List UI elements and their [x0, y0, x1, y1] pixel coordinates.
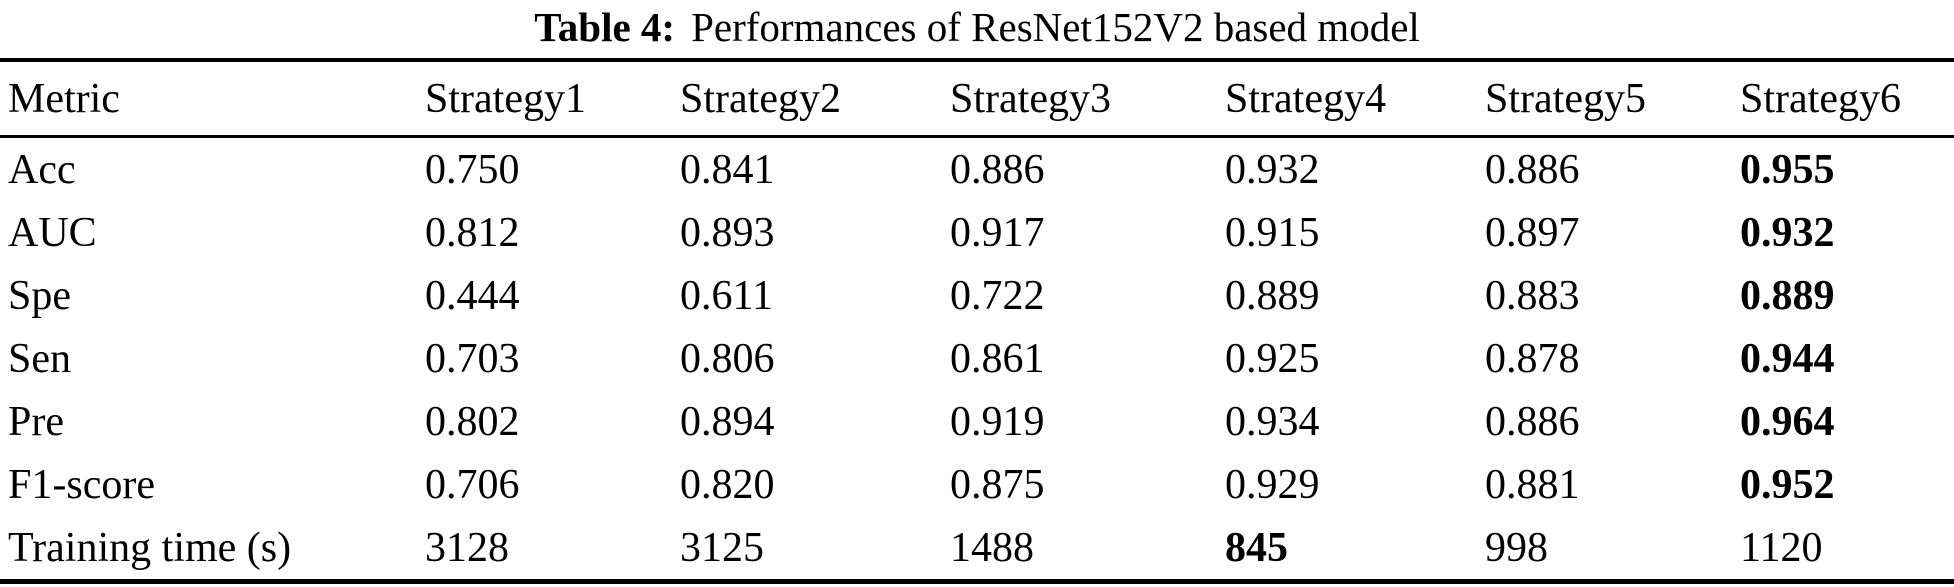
metric-label-sen: Sen: [8, 335, 71, 382]
metric-label-pre: Pre: [8, 398, 64, 445]
performance-table: Metric Strategy1 Strategy2 Strategy3 Str…: [0, 58, 1954, 584]
cell-pre-strategy6: 0.964: [1740, 398, 1835, 445]
cell-time-strategy4: 845: [1225, 524, 1288, 571]
cell-sen-strategy2: 0.806: [680, 335, 775, 382]
table-caption-label: Table 4:: [534, 4, 676, 50]
header-strategy6: Strategy6: [1740, 60, 1954, 138]
metric-label-auc: AUC: [8, 209, 97, 256]
cell-sen-strategy6: 0.944: [1740, 335, 1835, 382]
cell-auc-strategy2: 0.893: [680, 209, 775, 256]
cell-f1-strategy6: 0.952: [1740, 461, 1835, 508]
cell-f1-strategy3: 0.875: [950, 461, 1045, 508]
cell-spe-strategy1: 0.444: [425, 272, 520, 319]
table-row-sen: Sen 0.703 0.806 0.861 0.925 0.878 0.944: [0, 327, 1954, 390]
header-strategy3: Strategy3: [950, 60, 1225, 138]
table-row-f1-score: F1-score 0.706 0.820 0.875 0.929 0.881 0…: [0, 453, 1954, 516]
cell-f1-strategy4: 0.929: [1225, 461, 1320, 508]
cell-auc-strategy3: 0.917: [950, 209, 1045, 256]
cell-acc-strategy1: 0.750: [425, 146, 520, 193]
table-row-pre: Pre 0.802 0.894 0.919 0.934 0.886 0.964: [0, 390, 1954, 453]
cell-f1-strategy5: 0.881: [1485, 461, 1580, 508]
cell-time-strategy1: 3128: [425, 524, 509, 571]
cell-acc-strategy5: 0.886: [1485, 146, 1580, 193]
cell-pre-strategy3: 0.919: [950, 398, 1045, 445]
cell-pre-strategy1: 0.802: [425, 398, 520, 445]
cell-time-strategy3: 1488: [950, 524, 1034, 571]
header-strategy1: Strategy1: [425, 60, 680, 138]
cell-pre-strategy5: 0.886: [1485, 398, 1580, 445]
cell-pre-strategy2: 0.894: [680, 398, 775, 445]
cell-sen-strategy3: 0.861: [950, 335, 1045, 382]
cell-spe-strategy2: 0.611: [680, 272, 773, 319]
header-metric: Metric: [0, 60, 425, 138]
header-strategy2: Strategy2: [680, 60, 950, 138]
cell-auc-strategy5: 0.897: [1485, 209, 1580, 256]
cell-spe-strategy4: 0.889: [1225, 272, 1320, 319]
cell-f1-strategy1: 0.706: [425, 461, 520, 508]
cell-time-strategy5: 998: [1485, 524, 1548, 571]
cell-sen-strategy4: 0.925: [1225, 335, 1320, 382]
metric-label-spe: Spe: [8, 272, 71, 319]
metric-label-training-time: Training time (s): [8, 524, 292, 571]
cell-sen-strategy5: 0.878: [1485, 335, 1580, 382]
header-strategy5: Strategy5: [1485, 60, 1740, 138]
table-row-training-time: Training time (s) 3128 3125 1488 845 998…: [0, 516, 1954, 582]
cell-spe-strategy6: 0.889: [1740, 272, 1835, 319]
header-row: Metric Strategy1 Strategy2 Strategy3 Str…: [0, 60, 1954, 138]
cell-sen-strategy1: 0.703: [425, 335, 520, 382]
cell-pre-strategy4: 0.934: [1225, 398, 1320, 445]
table-row-spe: Spe 0.444 0.611 0.722 0.889 0.883 0.889: [0, 264, 1954, 327]
table-caption-text: Performances of ResNet152V2 based model: [691, 4, 1420, 50]
cell-auc-strategy4: 0.915: [1225, 209, 1320, 256]
metric-label-f1-score: F1-score: [8, 461, 155, 508]
cell-auc-strategy6: 0.932: [1740, 209, 1835, 256]
cell-auc-strategy1: 0.812: [425, 209, 520, 256]
cell-acc-strategy3: 0.886: [950, 146, 1045, 193]
cell-spe-strategy3: 0.722: [950, 272, 1045, 319]
cell-time-strategy6: 1120: [1740, 524, 1823, 571]
header-strategy4: Strategy4: [1225, 60, 1485, 138]
cell-acc-strategy6: 0.955: [1740, 146, 1835, 193]
cell-f1-strategy2: 0.820: [680, 461, 775, 508]
table-row-acc: Acc 0.750 0.841 0.886 0.932 0.886 0.955: [0, 137, 1954, 202]
metric-label-acc: Acc: [8, 146, 76, 193]
cell-acc-strategy2: 0.841: [680, 146, 775, 193]
table-row-auc: AUC 0.812 0.893 0.917 0.915 0.897 0.932: [0, 201, 1954, 264]
cell-time-strategy2: 3125: [680, 524, 764, 571]
table-caption: Table 4: Performances of ResNet152V2 base…: [0, 0, 1954, 58]
cell-acc-strategy4: 0.932: [1225, 146, 1320, 193]
cell-spe-strategy5: 0.883: [1485, 272, 1580, 319]
